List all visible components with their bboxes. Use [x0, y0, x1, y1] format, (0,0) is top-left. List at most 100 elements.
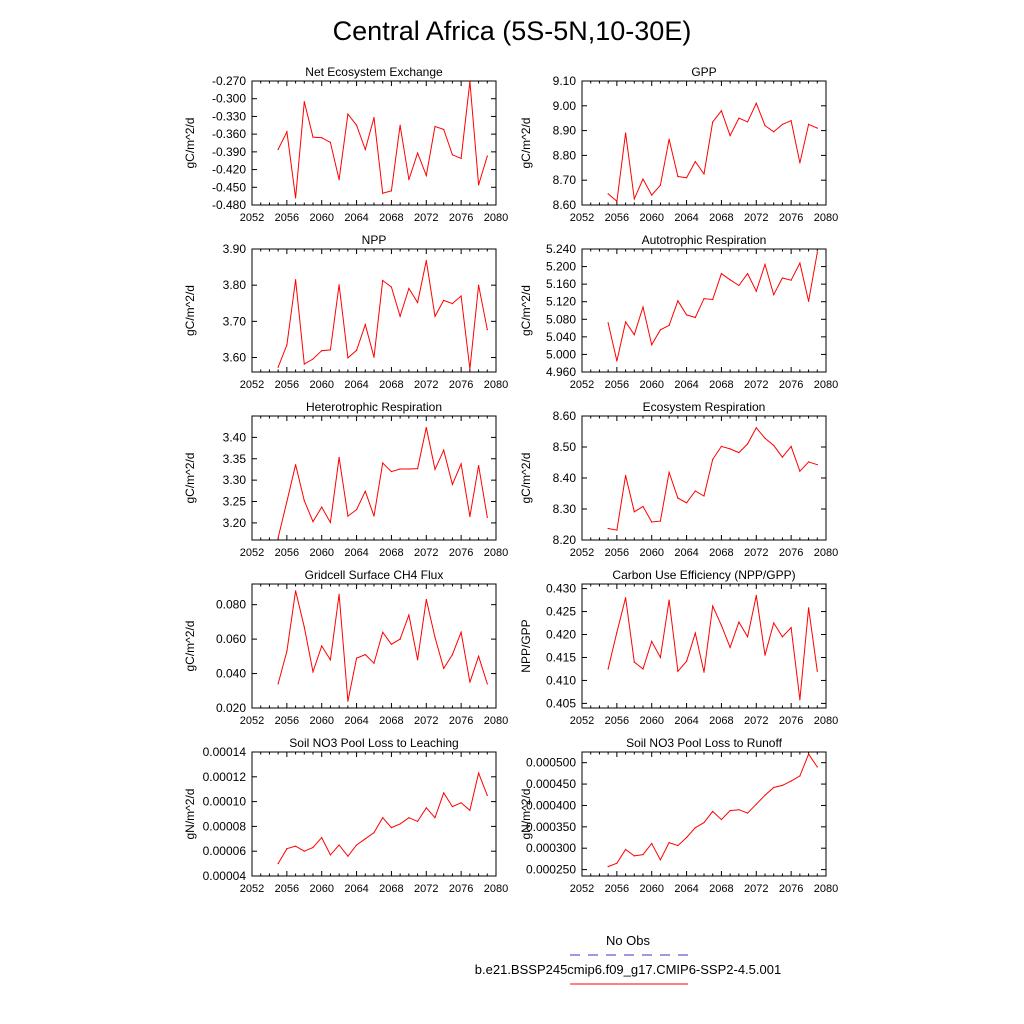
data-point: [712, 121, 714, 123]
data-point: [659, 520, 662, 522]
y-tick-label: 3.20: [223, 516, 247, 530]
data-point: [321, 137, 323, 139]
data-point: [607, 193, 609, 195]
data-point: [712, 298, 714, 301]
data-point: [651, 344, 653, 346]
data-point: [364, 654, 366, 656]
data-point: [668, 324, 670, 327]
legend-label-no-obs: No Obs: [606, 933, 651, 948]
data-point: [382, 631, 384, 633]
data-point: [286, 500, 288, 503]
data-point: [408, 614, 410, 616]
x-tick-label: 2072: [744, 379, 768, 391]
data-point: [451, 303, 454, 305]
data-point: [347, 855, 349, 857]
data-point: [685, 177, 688, 179]
x-tick-label: 2080: [484, 547, 508, 559]
data-point: [443, 449, 445, 451]
panel-gpp: GPP 2052 2056 2060 2064 2068 2072 2076 2080 8.60 8…: [519, 65, 838, 224]
data-point: [729, 809, 731, 812]
panel-carbon-use-efficiency-npp-gpp: Carbon Use Efficiency (NPP/GPP) 2052 2056 2…: [519, 568, 838, 727]
panel-npp: NPP 2052 2056 2060 2064 2068 2072 2076 2080 3.60 3…: [183, 233, 508, 391]
y-tick-label: 0.000450: [526, 777, 576, 791]
y-axis-label: gC/m^2/d: [183, 118, 197, 169]
x-tick-label: 2056: [605, 379, 629, 391]
data-point: [746, 273, 749, 275]
y-tick-label: 5.240: [546, 242, 576, 256]
data-point: [738, 284, 740, 287]
data-point: [312, 846, 314, 849]
data-point: [321, 350, 323, 352]
data-point: [746, 812, 749, 814]
data-point: [338, 844, 340, 846]
panel-soil-no3-pool-loss-to-runoff: Soil NO3 Pool Loss to Runoff 2052 2056 2060…: [519, 736, 838, 895]
y-tick-label: 5.200: [546, 260, 576, 274]
x-tick-label: 2064: [344, 547, 368, 559]
data-point: [642, 505, 644, 508]
panel-autotrophic-respiration: Autotrophic Respiration 2052 2056 2060 2064 2…: [519, 233, 838, 391]
y-tick-label: 9.00: [553, 99, 577, 113]
x-tick-label: 2076: [779, 715, 803, 727]
data-point: [659, 329, 662, 331]
data-point: [399, 823, 401, 825]
x-tick-label: 2064: [674, 547, 698, 559]
data-point: [277, 683, 279, 685]
data-point: [469, 681, 471, 683]
data-point: [469, 809, 471, 811]
data-point: [477, 284, 480, 286]
y-tick-label: 0.040: [216, 667, 246, 681]
data-point: [738, 117, 740, 119]
x-tick-label: 2068: [379, 212, 403, 224]
y-tick-label: 8.20: [553, 533, 577, 547]
x-tick-label: 2052: [570, 547, 594, 559]
chart-panels: Net Ecosystem Exchange 2052 2056 2060 2064 20…: [183, 65, 838, 895]
data-point: [816, 127, 818, 129]
data-point: [355, 124, 358, 126]
data-point: [781, 784, 784, 786]
data-point: [781, 277, 784, 279]
data-point: [277, 863, 279, 865]
data-point: [755, 427, 757, 429]
data-point: [607, 668, 609, 670]
data-point: [355, 349, 358, 351]
data-point: [720, 273, 723, 275]
data-point: [799, 699, 801, 701]
y-tick-label: 8.90: [553, 124, 577, 138]
y-tick-label: 5.080: [546, 312, 576, 326]
data-point: [616, 631, 618, 633]
data-point: [651, 521, 653, 523]
y-tick-label: 0.060: [216, 632, 246, 646]
x-tick-label: 2052: [570, 715, 594, 727]
data-point: [390, 827, 393, 829]
x-tick-label: 2068: [709, 212, 733, 224]
data-point: [642, 306, 644, 308]
data-point: [312, 671, 314, 673]
x-tick-label: 2080: [484, 883, 508, 895]
data-point: [755, 290, 757, 292]
data-point: [486, 329, 488, 331]
data-point: [408, 287, 410, 290]
y-tick-label: 8.60: [553, 409, 577, 423]
data-point: [642, 668, 644, 670]
data-point: [746, 443, 749, 445]
x-tick-label: 2056: [275, 715, 299, 727]
data-point: [694, 316, 696, 319]
data-point: [773, 131, 775, 133]
x-tick-label: 2072: [744, 547, 768, 559]
y-tick-label: 5.160: [546, 277, 576, 291]
x-tick-label: 2064: [674, 715, 698, 727]
data-point: [416, 301, 419, 304]
y-tick-label: 0.000300: [526, 841, 576, 855]
x-tick-label: 2076: [779, 379, 803, 391]
data-point: [677, 845, 679, 847]
data-point: [303, 101, 305, 103]
data-point: [633, 855, 635, 857]
x-tick-label: 2068: [379, 379, 403, 391]
data-point: [277, 537, 279, 539]
data-point: [685, 660, 688, 662]
x-tick-label: 2056: [605, 883, 629, 895]
data-point: [294, 279, 297, 281]
data-point: [764, 125, 766, 127]
data-point: [399, 124, 401, 126]
y-tick-label: -0.330: [212, 109, 246, 123]
